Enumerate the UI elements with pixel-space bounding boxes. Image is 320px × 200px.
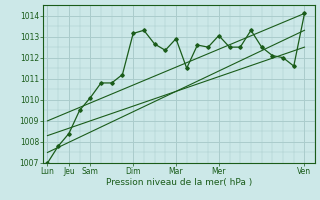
X-axis label: Pression niveau de la mer( hPa ): Pression niveau de la mer( hPa ) (106, 178, 252, 187)
